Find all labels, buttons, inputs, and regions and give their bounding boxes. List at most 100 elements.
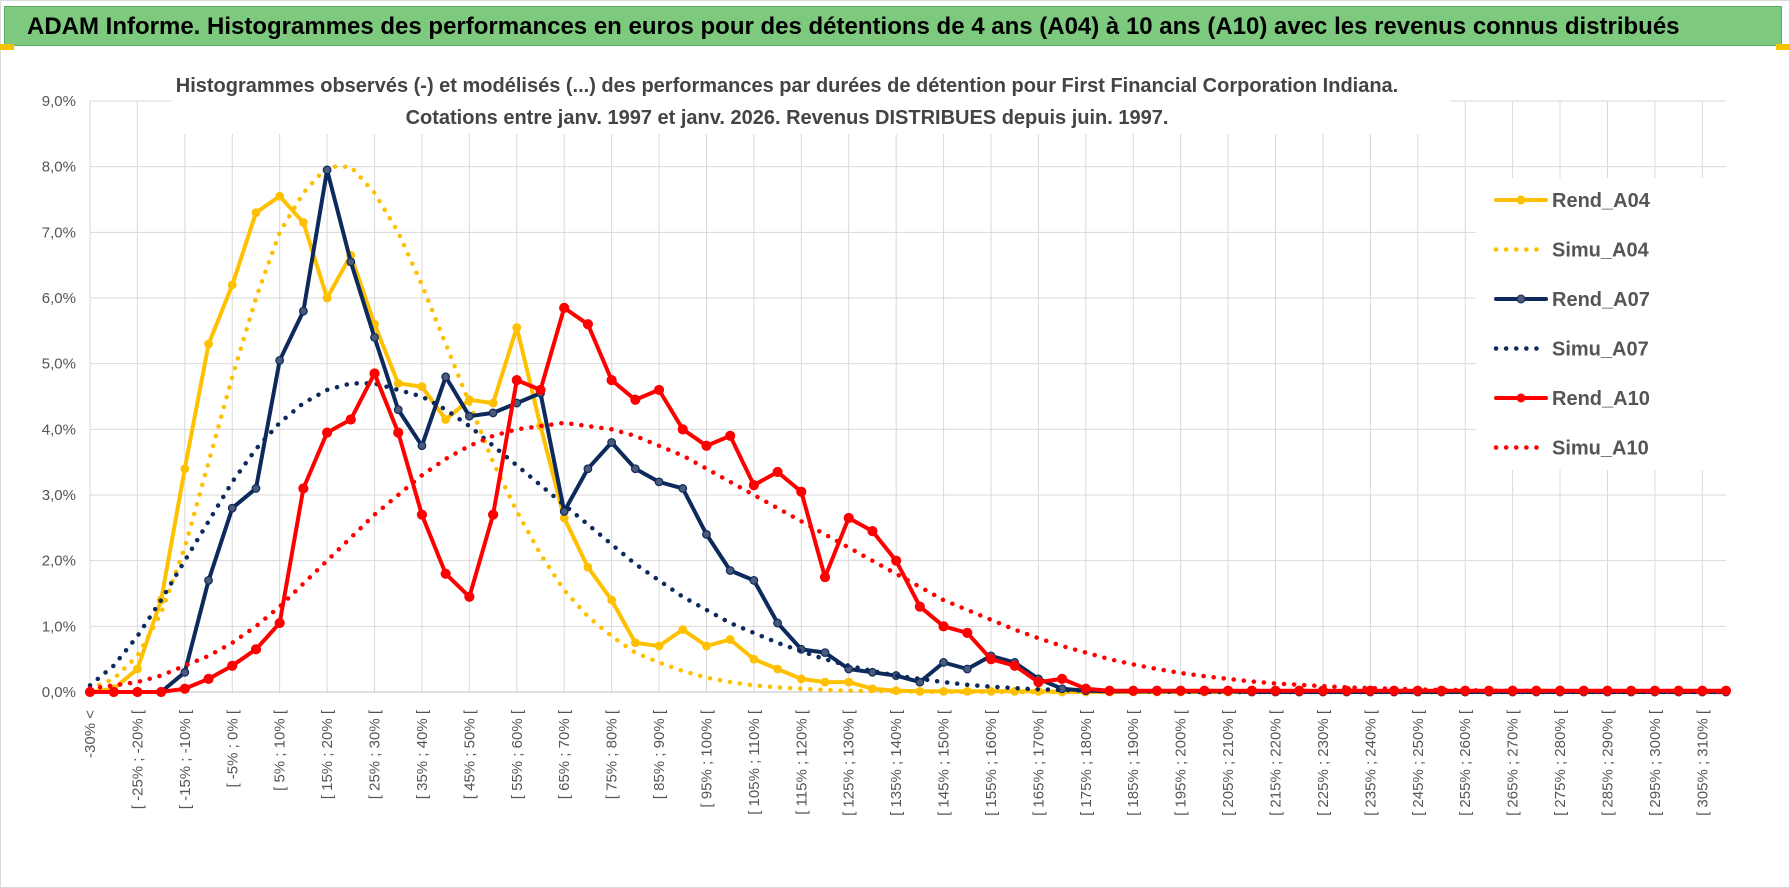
data-point xyxy=(773,618,782,628)
data-point xyxy=(1175,685,1186,696)
data-point xyxy=(393,378,403,388)
data-point xyxy=(1009,660,1020,671)
x-tick-label: [ 215% ; 220% [ xyxy=(1268,709,1285,816)
data-point xyxy=(512,323,522,332)
data-point xyxy=(251,208,261,218)
data-point xyxy=(156,686,167,698)
data-point xyxy=(1104,685,1115,696)
data-point xyxy=(985,654,997,665)
x-tick-label: [ 185% ; 190% [ xyxy=(1125,709,1142,816)
x-tick-label: [ 5% ; 10% [ xyxy=(272,709,289,791)
y-tick-label: 5,0% xyxy=(42,356,76,373)
data-point xyxy=(250,644,262,655)
data-point xyxy=(749,654,759,664)
data-point xyxy=(440,568,451,579)
data-point xyxy=(441,415,451,424)
data-point xyxy=(891,686,901,696)
data-point xyxy=(1033,677,1044,688)
data-point xyxy=(962,664,972,674)
data-point xyxy=(702,641,711,651)
data-point xyxy=(702,530,711,539)
y-tick-label: 3,0% xyxy=(42,487,76,504)
legend-marker xyxy=(1516,195,1526,205)
data-point xyxy=(322,293,332,303)
data-point xyxy=(1080,683,1091,694)
data-point xyxy=(298,306,308,316)
data-point xyxy=(725,566,735,575)
data-point xyxy=(1246,685,1257,696)
corner-marker-right xyxy=(1776,44,1790,50)
data-point xyxy=(346,257,356,267)
x-tick-label: [ 75% ; 80% [ xyxy=(604,709,621,799)
x-tick-label: [ 105% ; 110% [ xyxy=(746,709,763,815)
data-point xyxy=(487,509,499,520)
data-point xyxy=(535,384,546,396)
data-point xyxy=(654,477,664,487)
data-point xyxy=(819,571,831,583)
data-point xyxy=(464,591,475,602)
x-tick-label: [ -15% ; -10% [ xyxy=(177,709,194,809)
x-tick-label: [ 25% ; 30% [ xyxy=(367,709,384,799)
data-point xyxy=(773,664,782,674)
legend-marker xyxy=(1516,393,1526,403)
series-line-rend_a10 xyxy=(88,305,1728,694)
data-point xyxy=(464,411,474,421)
x-tick-label: [ 235% ; 240% [ xyxy=(1362,709,1379,816)
data-point xyxy=(369,368,380,379)
data-point xyxy=(1294,685,1305,696)
title-banner: ADAM Informe. Histogrammes des performan… xyxy=(4,6,1782,46)
x-tick-label: [ 305% ; 310% [ xyxy=(1694,709,1711,816)
x-tick-label: [ 225% ; 230% [ xyxy=(1315,709,1332,816)
data-point xyxy=(820,648,830,657)
x-tick-label: [ 285% ; 290% [ xyxy=(1599,709,1616,816)
x-tick-label: [ -25% ; -20% [ xyxy=(129,709,146,809)
legend-label: Simu_A04 xyxy=(1552,240,1650,262)
data-point xyxy=(298,483,309,494)
x-tick-label: [ 295% ; 300% [ xyxy=(1647,709,1664,816)
x-tick-label: [ 265% ; 270% [ xyxy=(1505,709,1522,816)
y-tick-label: 8,0% xyxy=(42,159,76,176)
data-point xyxy=(607,595,617,605)
data-point xyxy=(677,424,688,435)
x-tick-label: [ 125% ; 130% [ xyxy=(841,709,858,816)
data-point xyxy=(796,486,807,497)
data-point xyxy=(179,683,190,694)
data-point xyxy=(1057,673,1068,684)
data-point xyxy=(867,526,878,537)
data-point xyxy=(227,660,238,671)
data-point xyxy=(749,575,759,585)
data-point xyxy=(488,398,498,408)
page-title: ADAM Informe. Histogrammes des performan… xyxy=(27,13,1680,40)
data-point xyxy=(939,658,948,667)
x-tick-label: -30% < xyxy=(82,710,99,758)
chart-subtitle: Cotations entre janv. 1997 et janv. 2026… xyxy=(406,107,1169,129)
data-point xyxy=(1222,685,1234,696)
legend-label: Rend_A07 xyxy=(1552,289,1650,311)
x-tick-label: [ 85% ; 90% [ xyxy=(651,709,668,799)
data-point xyxy=(559,507,569,516)
y-axis-labels: 0,0% 1,0% 2,0% 3,0% 4,0% 5,0% 6,0% 7,0% 8,0% 9,0% xyxy=(42,93,76,701)
data-point xyxy=(962,627,973,639)
x-tick-label: [ 175% ; 180% [ xyxy=(1078,709,1095,816)
legend: Rend_A04 Simu_A04 Rend_A07 Simu_A07 Rend_A10… xyxy=(1493,190,1651,460)
subtitle-background xyxy=(172,74,1450,134)
data-point xyxy=(748,480,759,491)
data-point xyxy=(108,686,119,698)
x-tick-label: [ 95% ; 100% [ xyxy=(698,709,715,807)
data-point xyxy=(1128,685,1139,696)
data-point xyxy=(701,440,712,451)
data-point xyxy=(180,464,190,474)
data-point xyxy=(630,638,640,648)
data-point xyxy=(441,372,451,382)
legend-label: Simu_A07 xyxy=(1552,339,1649,361)
legend-label: Rend_A04 xyxy=(1552,190,1651,212)
data-point xyxy=(322,427,333,438)
x-tick-label: [ -5% ; 0% [ xyxy=(224,709,241,787)
data-point xyxy=(772,466,783,478)
y-tick-label: 6,0% xyxy=(42,290,76,307)
x-tick-label: [ 15% ; 20% [ xyxy=(319,709,336,799)
legend-label: Rend_A10 xyxy=(1552,388,1650,410)
x-tick-label: [ 145% ; 150% [ xyxy=(936,709,953,816)
x-tick-label: [ 165% ; 170% [ xyxy=(1030,709,1047,816)
data-point xyxy=(180,667,190,677)
